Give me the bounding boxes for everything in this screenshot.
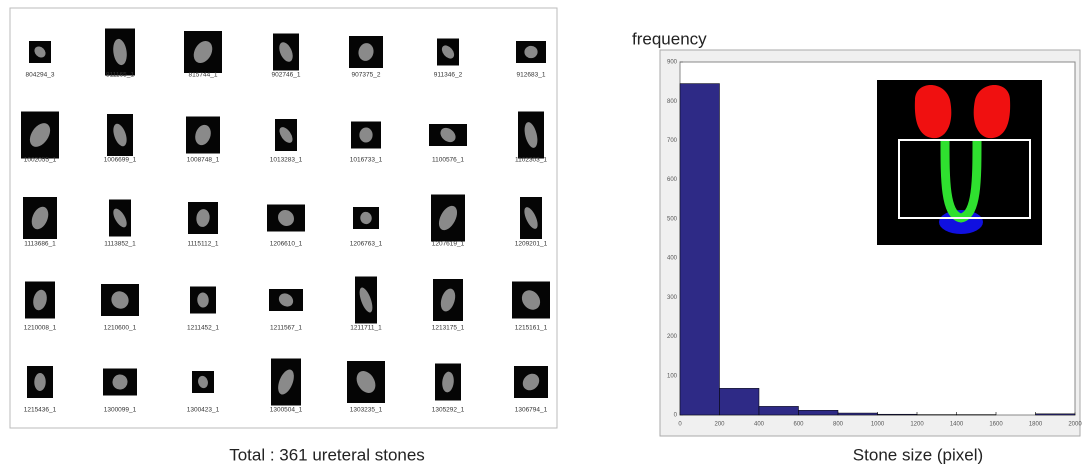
y-tick-label: 700	[667, 138, 678, 144]
thumbnail-label: 1215161_1	[515, 325, 548, 332]
thumbnail-label: 1300504_1	[270, 407, 303, 414]
thumbnail-label: 1008748_1	[187, 157, 220, 164]
thumbnail-label: 1013283_1	[270, 157, 303, 164]
thumbnail-label: 1206610_1	[270, 241, 303, 248]
thumbnail-label: 815744_1	[189, 72, 218, 79]
x-axis-label: Stone size (pixel)	[853, 445, 983, 464]
thumbnail-label: 1115112_1	[187, 241, 218, 248]
x-tick-label: 2000	[1068, 422, 1082, 428]
thumbnail-label: 811165_1	[106, 72, 134, 79]
thumbnail-label: 1113686_1	[24, 241, 56, 248]
histogram-bar	[759, 406, 799, 415]
thumbnail-label: 1209201_1	[515, 241, 548, 248]
x-tick-label: 200	[714, 422, 725, 428]
x-tick-label: 800	[833, 422, 844, 428]
thumbnail-label: 911346_2	[434, 72, 463, 79]
thumbnail-label: 1211711_1	[350, 325, 382, 332]
thumbnail-label: 1300099_1	[104, 407, 137, 414]
thumbnail-label: 1206763_1	[350, 241, 383, 248]
y-tick-label: 100	[667, 373, 678, 379]
thumbnail-label: 1102303_1	[515, 157, 547, 164]
thumbnail-label: 1211452_1	[187, 325, 219, 332]
thumbnail-label: 804294_3	[26, 72, 55, 79]
inset-image	[877, 80, 1042, 245]
thumbnail-label: 907375_2	[352, 72, 381, 79]
thumbnail-label: 1016733_1	[350, 157, 383, 164]
thumbnail-label: 912683_1	[517, 72, 546, 79]
y-axis-label: frequency	[632, 29, 707, 48]
x-tick-label: 1600	[989, 422, 1003, 428]
thumbnail-label: 1210600_1	[104, 325, 137, 332]
histogram-bar	[680, 84, 720, 415]
x-tick-label: 600	[793, 422, 804, 428]
thumbnail-label: 1006699_1	[104, 157, 137, 164]
y-tick-label: 600	[667, 177, 678, 183]
thumbnail-label: 1002055_1	[24, 157, 57, 164]
thumbnail-label: 1215436_1	[24, 407, 57, 414]
thumbnail-label: 1113852_1	[104, 241, 136, 248]
histogram-bar	[838, 413, 878, 415]
thumbnail-label: 1210008_1	[24, 325, 57, 332]
figure: 804294_3 811165_1 815744_1 902746_1 907375_2…	[0, 0, 1083, 468]
x-tick-label: 1400	[950, 422, 964, 428]
gallery-caption: Total : 361 ureteral stones	[229, 445, 425, 464]
y-tick-label: 500	[667, 216, 678, 222]
y-tick-label: 300	[667, 295, 678, 301]
thumbnail-label: 1207619_1	[432, 241, 465, 248]
thumbnail-label: 1306794_1	[515, 407, 548, 414]
thumbnail-label: 1300423_1	[187, 407, 220, 414]
page: {"gallery": {"items": ["804294_3", "8111…	[0, 0, 1083, 468]
y-tick-label: 200	[667, 334, 678, 340]
y-tick-label: 800	[667, 99, 678, 105]
histogram-bar	[799, 410, 839, 415]
kidney-left	[915, 85, 951, 138]
x-tick-label: 1800	[1029, 422, 1043, 428]
y-tick-label: 400	[667, 256, 678, 262]
thumbnail-label: 1213175_1	[432, 325, 465, 332]
kidney-right	[974, 85, 1010, 138]
thumbnail-label: 1100576_1	[432, 157, 464, 164]
x-tick-label: 1200	[910, 422, 924, 428]
thumbnail-label: 1303235_1	[350, 407, 383, 414]
y-tick-label: 900	[667, 60, 678, 66]
x-tick-label: 400	[754, 422, 765, 428]
thumbnail-label: 1211567_1	[270, 325, 302, 332]
histogram-bar	[1036, 414, 1076, 415]
x-tick-label: 1000	[871, 422, 885, 428]
thumbnail-label: 902746_1	[272, 72, 301, 79]
histogram-bar	[878, 414, 918, 415]
histogram-bar	[720, 388, 760, 415]
thumbnail-label: 1305292_1	[432, 407, 465, 414]
